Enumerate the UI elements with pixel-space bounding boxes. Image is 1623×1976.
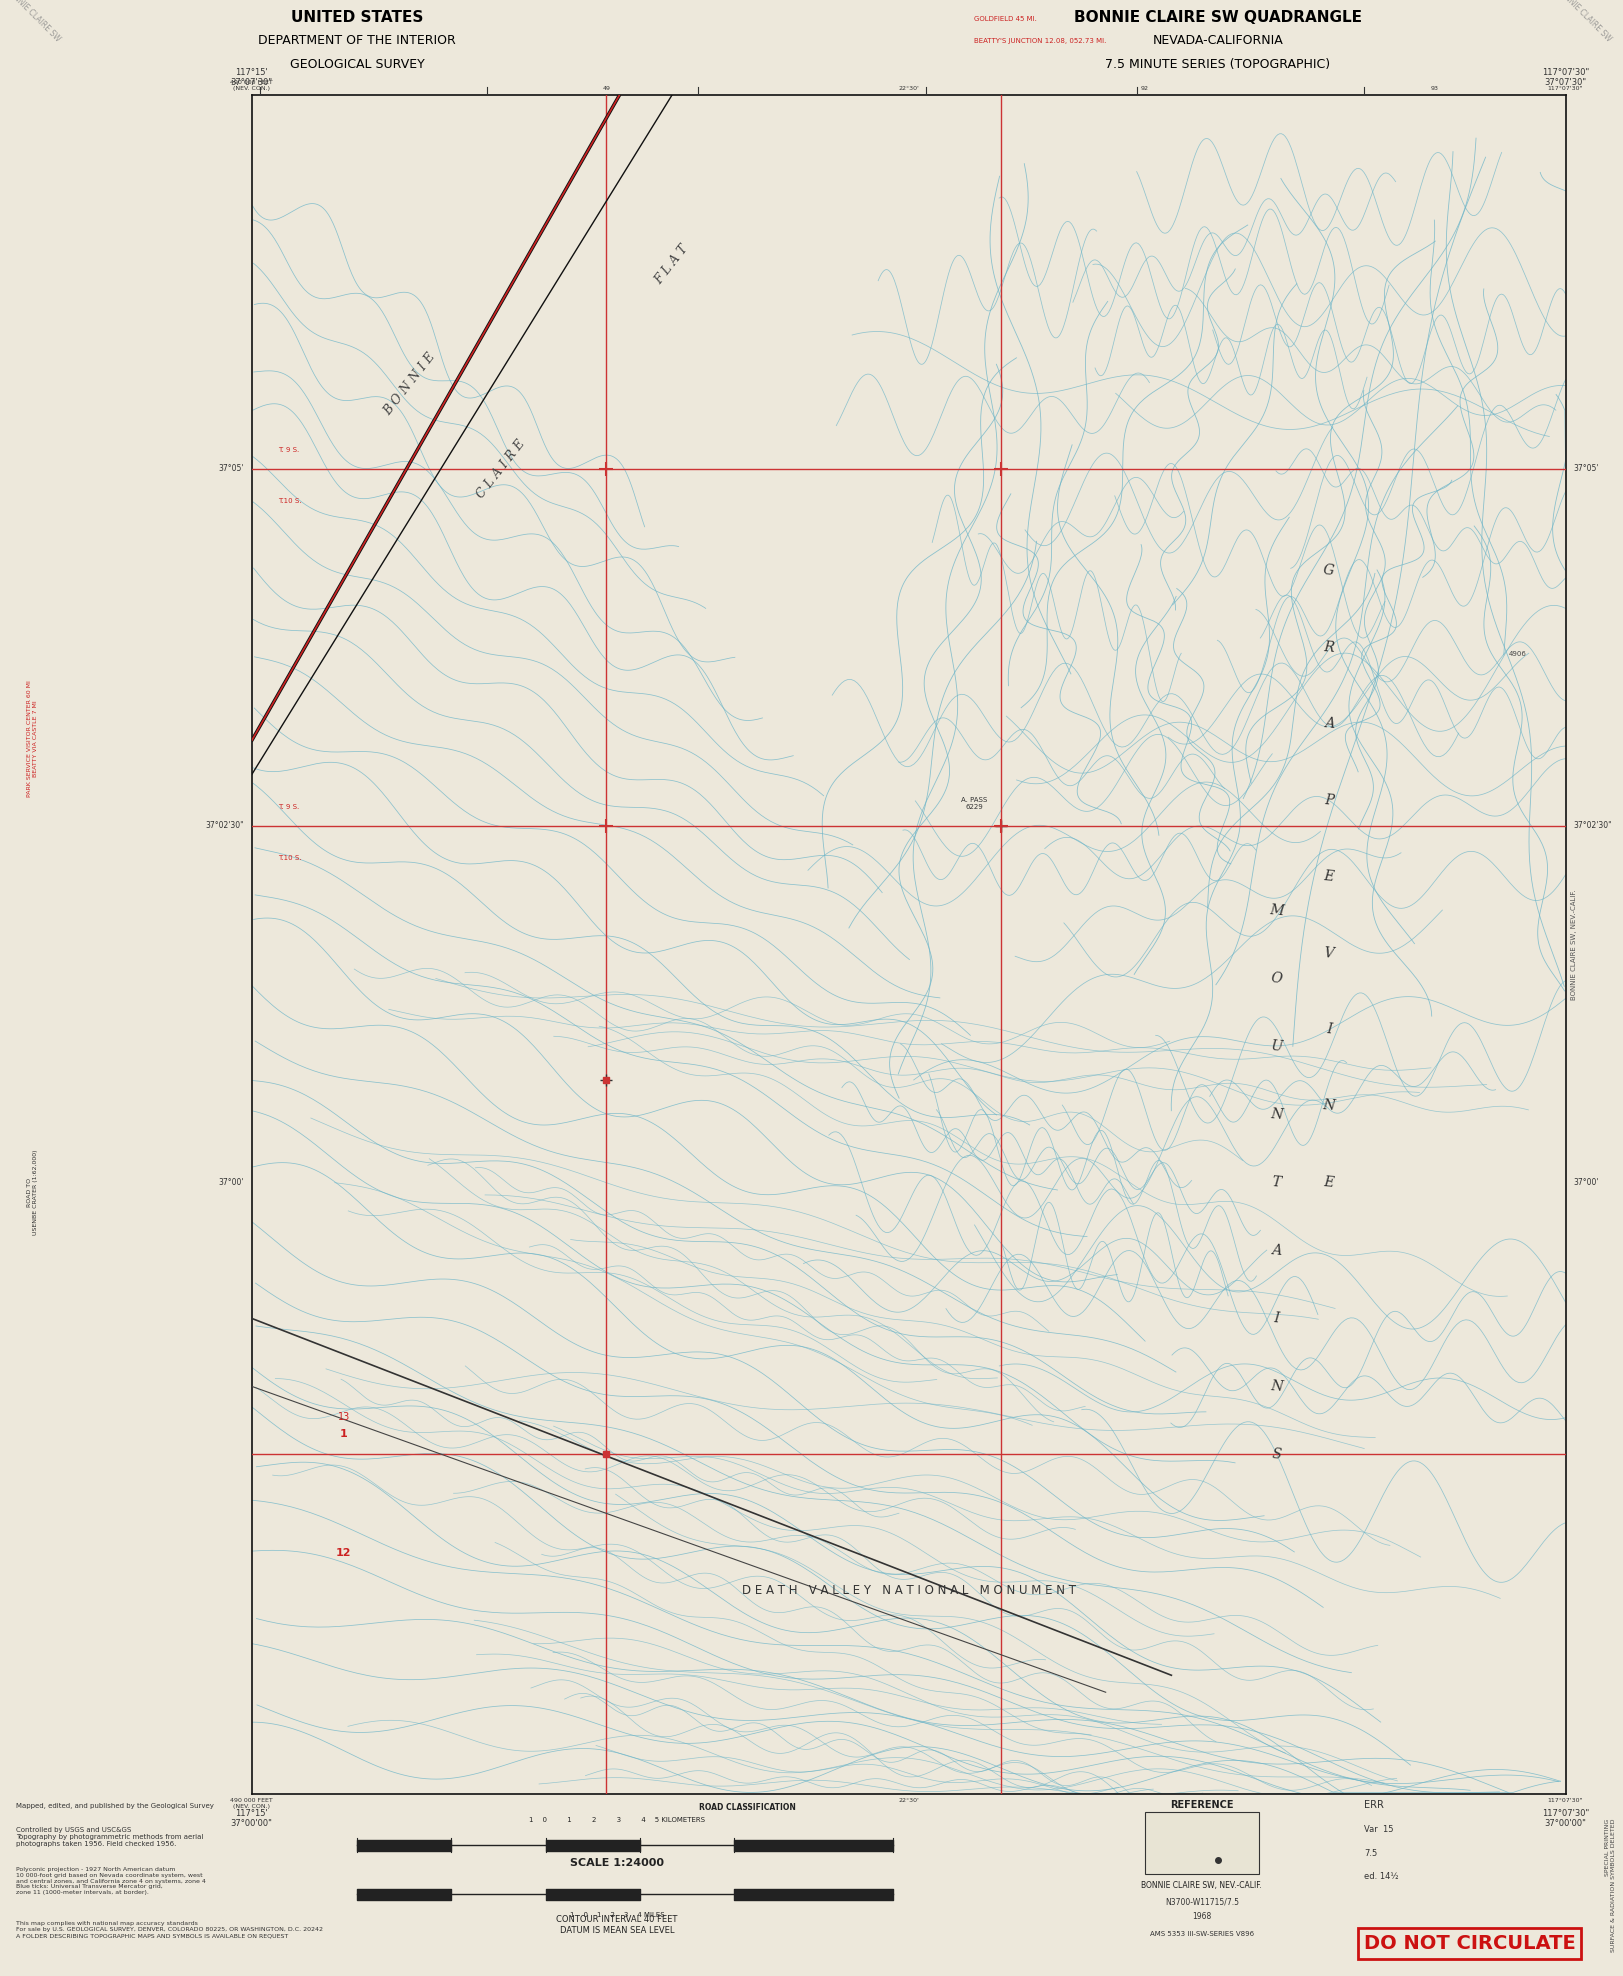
Text: 4906: 4906	[1508, 650, 1526, 656]
Text: DEPARTMENT OF THE INTERIOR: DEPARTMENT OF THE INTERIOR	[258, 34, 456, 47]
Text: 117°07'30": 117°07'30"	[1547, 85, 1582, 91]
Text: 12: 12	[336, 1549, 351, 1559]
Text: 490 000 FEET
(NEV. CON.): 490 000 FEET (NEV. CON.)	[230, 81, 273, 91]
Text: BONNIE CLAIRE SW, NEV.-CALIF.: BONNIE CLAIRE SW, NEV.-CALIF.	[1141, 1881, 1261, 1891]
Text: NEVADA-CALIFORNIA: NEVADA-CALIFORNIA	[1152, 34, 1282, 47]
Text: 37°00': 37°00'	[217, 1178, 243, 1188]
Text: N: N	[1269, 1379, 1282, 1393]
Text: N: N	[1269, 1107, 1282, 1122]
Text: DO NOT CIRCULATE: DO NOT CIRCULATE	[1363, 1935, 1574, 1952]
Text: SCALE 1:24000: SCALE 1:24000	[570, 1857, 664, 1867]
Text: 1: 1	[339, 1429, 347, 1439]
Text: P: P	[1323, 792, 1334, 808]
Text: Mapped, edited, and published by the Geological Survey: Mapped, edited, and published by the Geo…	[16, 1804, 214, 1810]
Text: I: I	[1324, 1022, 1331, 1037]
Text: BONNIE CLAIRE SW: BONNIE CLAIRE SW	[1553, 0, 1612, 43]
Text: 7.5: 7.5	[1363, 1850, 1376, 1857]
Text: R: R	[1323, 640, 1334, 654]
Text: 117°15'
37°00'00": 117°15' 37°00'00"	[230, 1808, 273, 1828]
Text: N3700-W11715/7.5: N3700-W11715/7.5	[1164, 1897, 1238, 1907]
Text: D E A T H   V A L L E Y   N A T I O N A L   M O N U M E N T: D E A T H V A L L E Y N A T I O N A L M …	[742, 1585, 1074, 1597]
Text: B O N N I E: B O N N I E	[381, 350, 438, 417]
Text: 490 000 FEET
(NEV. CON.): 490 000 FEET (NEV. CON.)	[230, 1798, 273, 1808]
Text: ROAD CLASSIFICATION: ROAD CLASSIFICATION	[698, 1804, 795, 1812]
Text: V: V	[1323, 947, 1334, 960]
Text: 37°02'30": 37°02'30"	[204, 822, 243, 830]
Text: SPECIAL PRINTING
SURFACE & RADIATION SYMBOLS DELETED: SPECIAL PRINTING SURFACE & RADIATION SYM…	[1604, 1818, 1615, 1952]
Text: M: M	[1268, 903, 1284, 919]
Text: ed. 14½: ed. 14½	[1363, 1873, 1397, 1881]
Text: T. 9 S.: T. 9 S.	[278, 447, 299, 453]
Text: I: I	[1272, 1312, 1279, 1326]
Text: T.10 S.: T.10 S.	[278, 854, 302, 862]
Text: O: O	[1269, 970, 1282, 986]
Text: F L A T: F L A T	[652, 243, 691, 287]
Text: Var  15: Var 15	[1363, 1826, 1393, 1834]
Text: S: S	[1271, 1446, 1281, 1462]
Text: 1968: 1968	[1191, 1913, 1211, 1921]
FancyBboxPatch shape	[1144, 1812, 1258, 1873]
Text: 37°02'30": 37°02'30"	[1573, 822, 1612, 830]
Text: BONNIE CLAIRE SW: BONNIE CLAIRE SW	[3, 0, 62, 43]
Text: 49: 49	[602, 85, 610, 91]
Text: ERR: ERR	[1363, 1800, 1383, 1810]
Text: 117°15'
37°07'30": 117°15' 37°07'30"	[230, 67, 273, 87]
Text: 22°30': 22°30'	[898, 1798, 919, 1804]
Text: A. PASS
6229: A. PASS 6229	[961, 796, 987, 810]
Text: N: N	[1321, 1099, 1334, 1112]
Text: 92: 92	[1141, 85, 1149, 91]
Text: T: T	[1271, 1176, 1281, 1190]
Text: 37°00': 37°00'	[1573, 1178, 1599, 1188]
Text: 22°30': 22°30'	[898, 85, 919, 91]
Text: E: E	[1323, 1176, 1334, 1190]
Text: GEOLOGICAL SURVEY: GEOLOGICAL SURVEY	[291, 57, 424, 71]
Text: 37°05': 37°05'	[1573, 464, 1599, 472]
Text: E: E	[1323, 869, 1334, 883]
Text: A: A	[1271, 1243, 1281, 1259]
Text: 117°07'30"
37°00'00": 117°07'30" 37°00'00"	[1540, 1808, 1589, 1828]
Text: U: U	[1269, 1039, 1282, 1053]
Text: PARK SERVICE VISITOR CENTER 60 MI
BEATTY VIA CASTLE 7 MI: PARK SERVICE VISITOR CENTER 60 MI BEATTY…	[28, 680, 37, 796]
Text: ROAD TO
USENBE CRATER (1:62,000): ROAD TO USENBE CRATER (1:62,000)	[28, 1150, 37, 1235]
Text: BEATTY'S JUNCTION 12.08, 052.73 MI.: BEATTY'S JUNCTION 12.08, 052.73 MI.	[974, 38, 1107, 43]
Text: 13: 13	[338, 1413, 349, 1423]
Text: 7.5 MINUTE SERIES (TOPOGRAPHIC): 7.5 MINUTE SERIES (TOPOGRAPHIC)	[1105, 57, 1329, 71]
Text: AMS 5353 III-SW-SERIES V896: AMS 5353 III-SW-SERIES V896	[1149, 1931, 1253, 1936]
Text: Polyconic projection - 1927 North American datum
10 000-foot grid based on Nevad: Polyconic projection - 1927 North Americ…	[16, 1867, 206, 1895]
Text: UNITED STATES: UNITED STATES	[291, 10, 424, 24]
Text: BONNIE CLAIRE SW QUADRANGLE: BONNIE CLAIRE SW QUADRANGLE	[1073, 10, 1362, 24]
Text: CONTOUR INTERVAL 40 FEET
DATUM IS MEAN SEA LEVEL: CONTOUR INTERVAL 40 FEET DATUM IS MEAN S…	[557, 1915, 677, 1935]
Text: REFERENCE: REFERENCE	[1169, 1800, 1233, 1810]
Text: T. 9 S.: T. 9 S.	[278, 804, 299, 810]
Text: BONNIE CLAIRE SW, NEV.-CALIF.: BONNIE CLAIRE SW, NEV.-CALIF.	[1569, 889, 1576, 1000]
Text: T.10 S.: T.10 S.	[278, 498, 302, 504]
Text: 37°05': 37°05'	[217, 464, 243, 472]
Text: This map complies with national map accuracy standards
For sale by U.S. GEOLOGIC: This map complies with national map accu…	[16, 1921, 323, 1938]
Text: 117°07'30": 117°07'30"	[1547, 1798, 1582, 1804]
Text: Controlled by USGS and USC&GS
Topography by photogrammetric methods from aerial
: Controlled by USGS and USC&GS Topography…	[16, 1828, 203, 1848]
Text: GOLDFIELD 45 MI.: GOLDFIELD 45 MI.	[974, 16, 1037, 22]
Text: C L A I R E: C L A I R E	[474, 437, 527, 500]
Text: A: A	[1323, 715, 1334, 731]
Text: G: G	[1323, 563, 1334, 579]
Text: 117°07'30"
37°07'30": 117°07'30" 37°07'30"	[1540, 67, 1589, 87]
Text: 1    0         1         2         3         4    5 KILOMETERS: 1 0 1 2 3 4 5 KILOMETERS	[529, 1818, 704, 1824]
Text: 93: 93	[1430, 85, 1438, 91]
Text: 1    0    1    2    3    4 MILES: 1 0 1 2 3 4 MILES	[570, 1913, 664, 1919]
